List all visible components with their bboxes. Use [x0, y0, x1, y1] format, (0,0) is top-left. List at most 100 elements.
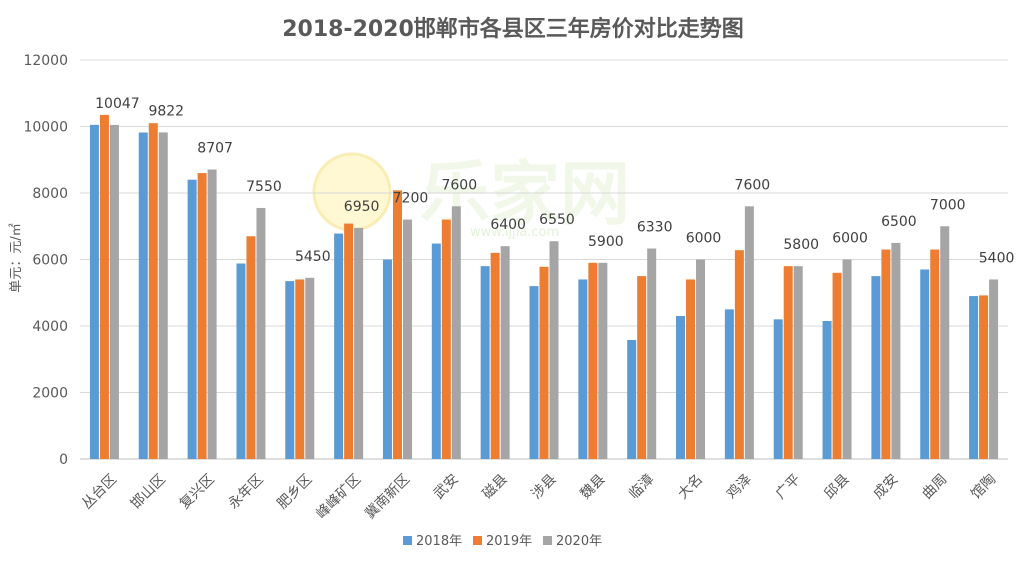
category-label: 涉县	[528, 471, 559, 502]
bars	[89, 114, 999, 460]
category-label: 磁县	[480, 471, 511, 502]
data-label: 5400	[979, 250, 1015, 266]
bar	[676, 316, 686, 459]
bar	[382, 259, 392, 459]
bar	[285, 281, 295, 459]
bar	[647, 248, 657, 459]
bar	[480, 266, 490, 459]
y-axis-label: 单元：元/㎡	[9, 223, 24, 292]
bar	[197, 173, 207, 460]
y-tick-label: 2000	[32, 386, 68, 402]
bar	[734, 250, 744, 459]
watermark-logo-icon	[312, 152, 392, 232]
data-label: 6950	[344, 199, 380, 215]
data-label: 6550	[539, 212, 575, 228]
bar	[920, 269, 930, 459]
category-label: 冀南新区	[362, 471, 413, 522]
bar	[529, 286, 539, 459]
bar	[891, 242, 901, 459]
bar	[354, 227, 364, 459]
data-label: 7200	[393, 191, 429, 207]
legend-swatch	[543, 536, 552, 545]
legend-entry: 2020年	[556, 534, 602, 549]
data-label: 6500	[881, 214, 917, 230]
bar	[822, 321, 832, 459]
legend-swatch	[473, 536, 482, 545]
data-label: 5900	[588, 234, 624, 250]
bar	[969, 296, 979, 459]
bar	[744, 206, 754, 459]
data-label: 7600	[735, 177, 771, 193]
data-label: 6400	[490, 217, 526, 233]
bar	[431, 243, 441, 459]
category-label: 大名	[675, 471, 706, 502]
bar	[305, 277, 315, 459]
bar	[99, 114, 109, 460]
data-label: 5450	[295, 249, 331, 265]
category-label: 魏县	[577, 471, 608, 502]
bar	[773, 319, 783, 459]
data-label: 7600	[441, 177, 477, 193]
category-label: 成安	[870, 471, 901, 502]
bar	[842, 259, 852, 459]
category-label: 临漳	[625, 471, 657, 503]
bar	[334, 233, 344, 459]
data-label: 9822	[148, 103, 184, 119]
bar	[549, 241, 559, 459]
chart-title: 2018-2020邯郸市各县区三年房价对比走势图	[282, 16, 744, 42]
bar	[627, 339, 637, 459]
category-label: 广平	[773, 471, 804, 502]
bar	[724, 309, 734, 459]
y-tick-label: 10000	[23, 120, 68, 136]
bar	[109, 124, 119, 459]
data-label: 5800	[783, 237, 819, 253]
legend-entry: 2018年	[416, 534, 462, 549]
bar	[89, 124, 99, 460]
data-labels: 10047 9822 8707 7550 5450 6950 7200 7600 6400 655…	[95, 96, 1014, 267]
bar	[539, 266, 549, 459]
category-label: 丛台区	[79, 471, 120, 512]
bar	[881, 249, 891, 459]
category-label: 肥乡区	[274, 471, 315, 512]
bar	[598, 262, 608, 459]
y-tick-label: 8000	[32, 186, 68, 202]
bar	[686, 279, 696, 459]
bar	[578, 279, 588, 459]
bar	[490, 252, 500, 459]
legend-swatch	[403, 536, 412, 545]
bar	[500, 246, 510, 459]
bar	[256, 207, 266, 459]
data-label: 8707	[197, 140, 233, 156]
bar	[246, 236, 256, 459]
y-tick-label: 4000	[32, 319, 68, 335]
category-label: 邯山区	[128, 471, 169, 512]
data-label: 7000	[930, 197, 966, 213]
bar	[989, 279, 999, 459]
y-tick-label: 6000	[32, 253, 68, 269]
bar	[138, 132, 148, 460]
bar	[295, 279, 305, 459]
category-label: 曲周	[919, 471, 950, 502]
bar	[930, 249, 940, 459]
x-axis: 丛台区 邯山区 复兴区 永年区 肥乡区峰峰矿区冀南新区 武安 磁县 涉县 魏县 临漳 大名 鸡泽 广平邱…	[79, 471, 999, 523]
data-label: 6000	[686, 231, 722, 247]
category-label: 邱县	[822, 471, 853, 502]
watermark-url: www.ljjia.com	[470, 225, 559, 240]
bar	[402, 219, 412, 459]
bar	[236, 263, 246, 459]
legend: 2018年 2019年 2020年	[403, 534, 602, 549]
bar	[207, 169, 217, 459]
bar	[783, 266, 793, 459]
bar	[793, 266, 803, 459]
bar	[696, 259, 706, 459]
bar	[871, 276, 881, 459]
bar	[187, 179, 197, 459]
bar	[637, 276, 647, 459]
legend-entry: 2019年	[486, 534, 532, 549]
category-label: 峰峰矿区	[313, 471, 364, 522]
y-tick-label: 12000	[23, 53, 68, 69]
category-label: 鸡泽	[723, 471, 755, 503]
bar	[832, 272, 842, 459]
bar	[392, 190, 402, 459]
